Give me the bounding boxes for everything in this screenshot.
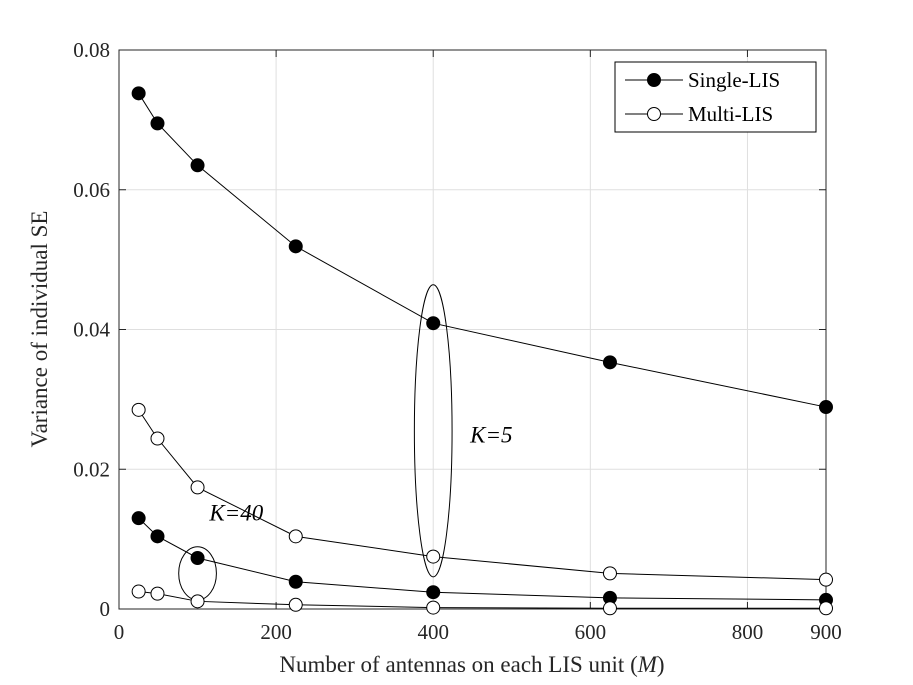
data-point-single (426, 316, 441, 331)
y-tick-label: 0.06 (73, 178, 110, 202)
x-tick-label: 400 (417, 620, 449, 644)
x-axis-title: Number of antennas on each LIS unit (M) (279, 652, 664, 677)
data-point-multi (131, 584, 146, 599)
data-point-multi (150, 586, 165, 601)
data-point-multi (426, 549, 441, 564)
data-point-single (190, 158, 205, 173)
legend: Single-LIS Multi-LIS (614, 61, 817, 133)
data-point-multi (819, 572, 833, 587)
legend-marker-multi (647, 107, 661, 121)
group-annotation: K=40 (208, 500, 263, 525)
legend-label-multi: Multi-LIS (688, 102, 773, 126)
y-axis-title: Variance of individual SE (27, 211, 52, 448)
data-point-multi (602, 566, 617, 581)
legend-box (614, 61, 817, 133)
data-point-single (150, 529, 165, 544)
data-point-multi (288, 529, 303, 544)
legend-label-single: Single-LIS (688, 68, 780, 92)
x-tick-label: 200 (260, 620, 292, 644)
y-tick-label: 0.08 (73, 38, 110, 62)
data-point-multi (602, 601, 617, 616)
data-point-multi (150, 431, 165, 446)
data-point-single (819, 400, 833, 415)
data-point-multi (426, 600, 441, 615)
data-point-multi (190, 594, 205, 609)
x-tick-label: 0 (114, 620, 125, 644)
annotations: K=5 K=40 (208, 423, 512, 526)
data-point-single (602, 355, 617, 370)
y-tick-label: 0.02 (73, 457, 110, 481)
y-tick-label: 0.04 (73, 318, 110, 342)
data-point-single (150, 116, 165, 131)
x-tick-label: 800 (732, 620, 764, 644)
legend-marker-single (647, 73, 661, 87)
data-point-single (131, 511, 146, 526)
x-tick-label: 900 (810, 620, 842, 644)
group-annotation: K=5 (469, 423, 512, 448)
data-point-multi (819, 601, 833, 616)
y-tick-label: 0 (100, 597, 111, 621)
data-point-single (288, 574, 303, 589)
data-point-single (426, 585, 441, 600)
series-points (131, 86, 833, 616)
group-ellipse (413, 284, 453, 578)
data-point-single (190, 550, 205, 565)
data-point-multi (288, 597, 303, 612)
data-point-single (131, 86, 146, 101)
data-point-multi (131, 402, 146, 417)
data-point-single (288, 239, 303, 254)
data-point-multi (190, 480, 205, 495)
x-tick-label: 600 (575, 620, 607, 644)
